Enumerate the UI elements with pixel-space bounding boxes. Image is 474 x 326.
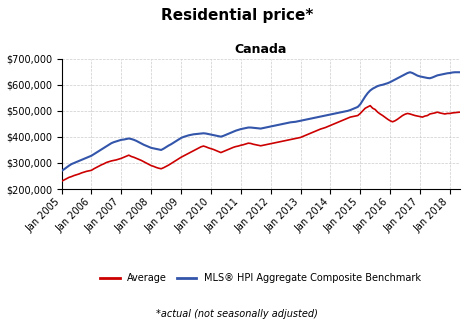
Title: Canada: Canada: [235, 43, 287, 56]
Text: *actual (not seasonally adjusted): *actual (not seasonally adjusted): [156, 309, 318, 319]
Text: Residential price*: Residential price*: [161, 8, 313, 23]
Legend: Average, MLS® HPI Aggregate Composite Benchmark: Average, MLS® HPI Aggregate Composite Be…: [96, 270, 425, 287]
